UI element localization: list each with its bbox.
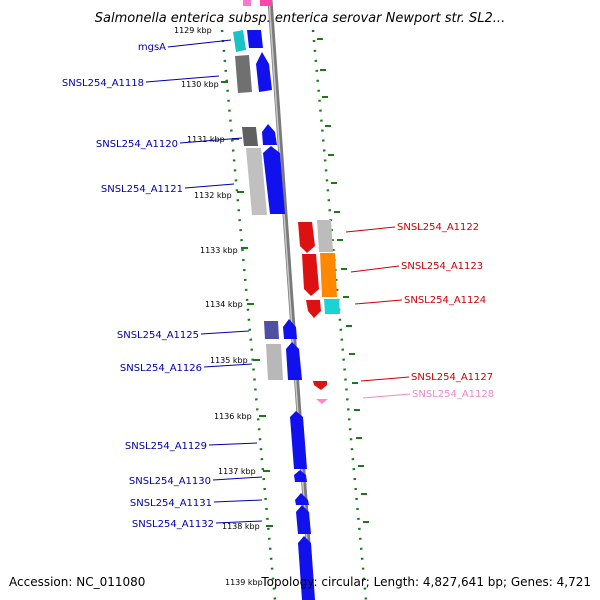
gene-label-SNSL254_A1118[interactable]: SNSL254_A1118 bbox=[62, 78, 144, 89]
ruler-right bbox=[311, 29, 368, 600]
gene-SNSL254_A1126[interactable] bbox=[266, 342, 302, 380]
gene-SNSL254_A1127[interactable] bbox=[313, 381, 327, 390]
gene-SNSL254_A1125[interactable] bbox=[264, 319, 297, 339]
tick-label: 1133 kbp bbox=[200, 246, 238, 255]
leader-lines-left bbox=[145, 39, 263, 524]
gene-SNSL254_A1123[interactable] bbox=[302, 253, 337, 297]
gene-SNSL254_A1124[interactable] bbox=[306, 299, 340, 318]
leader-lines-right bbox=[345, 226, 411, 399]
gene-SNSL254_A1131[interactable] bbox=[295, 493, 309, 505]
tick-label: 1129 kbp bbox=[174, 26, 212, 35]
topology-text: Topology: circular; Length: 4,827,641 bp… bbox=[260, 575, 591, 589]
tick-label: 1131 kbp bbox=[187, 135, 225, 144]
gene-label-SNSL254_A1130[interactable]: SNSL254_A1130 bbox=[129, 476, 211, 487]
gene-partial-bottom[interactable] bbox=[298, 536, 315, 600]
map-title: Salmonella enterica subsp. enterica sero… bbox=[95, 11, 505, 26]
tick-labels: 1129 kbp 1130 kbp 1131 kbp 1132 kbp 1133… bbox=[174, 26, 263, 587]
tick-label: 1135 kbp bbox=[210, 356, 248, 365]
gene-label-mgsA[interactable]: mgsA bbox=[138, 42, 166, 53]
tick-label: 1134 kbp bbox=[205, 300, 243, 309]
tick-label: 1138 kbp bbox=[222, 522, 260, 531]
gene-label-SNSL254_A1127[interactable]: SNSL254_A1127 bbox=[411, 372, 493, 383]
gene-SNSL254_A1129[interactable] bbox=[290, 411, 307, 469]
accession-text: Accession: NC_011080 bbox=[9, 575, 145, 589]
gene-mgsA[interactable] bbox=[233, 30, 263, 52]
gene-SNSL254_A1118[interactable] bbox=[235, 52, 272, 93]
gene-SNSL254_A1132[interactable] bbox=[296, 505, 311, 534]
gene-label-SNSL254_A1129[interactable]: SNSL254_A1129 bbox=[125, 441, 207, 452]
gene-label-SNSL254_A1128[interactable]: SNSL254_A1128 bbox=[412, 389, 494, 400]
gene-partial-top[interactable] bbox=[243, 0, 272, 6]
gene-labels-left: mgsA SNSL254_A1118 SNSL254_A1120 SNSL254… bbox=[62, 42, 214, 530]
gene-label-SNSL254_A1132[interactable]: SNSL254_A1132 bbox=[132, 519, 214, 530]
ruler-left bbox=[220, 29, 277, 600]
tick-label: 1137 kbp bbox=[218, 467, 256, 476]
tick-label: 1136 kbp bbox=[214, 412, 252, 421]
gene-SNSL254_A1130[interactable] bbox=[294, 470, 307, 482]
gene-label-SNSL254_A1122[interactable]: SNSL254_A1122 bbox=[397, 222, 479, 233]
ruler-right-major-ticks bbox=[317, 38, 369, 523]
gene-label-SNSL254_A1121[interactable]: SNSL254_A1121 bbox=[101, 184, 183, 195]
gene-label-SNSL254_A1131[interactable]: SNSL254_A1131 bbox=[130, 498, 212, 509]
gene-SNSL254_A1120[interactable] bbox=[242, 124, 277, 146]
tick-label: 1132 kbp bbox=[194, 191, 232, 200]
gene-label-SNSL254_A1126[interactable]: SNSL254_A1126 bbox=[120, 363, 202, 374]
gene-label-SNSL254_A1125[interactable]: SNSL254_A1125 bbox=[117, 330, 199, 341]
gene-labels-right: SNSL254_A1122 SNSL254_A1123 SNSL254_A112… bbox=[397, 222, 494, 400]
gene-SNSL254_A1121[interactable] bbox=[246, 146, 285, 215]
gene-label-SNSL254_A1123[interactable]: SNSL254_A1123 bbox=[401, 261, 483, 272]
tick-label: 1130 kbp bbox=[181, 80, 219, 89]
gene-SNSL254_A1122[interactable] bbox=[298, 220, 333, 253]
gene-label-SNSL254_A1120[interactable]: SNSL254_A1120 bbox=[96, 139, 178, 150]
gene-SNSL254_A1128[interactable] bbox=[316, 399, 328, 404]
gene-label-SNSL254_A1124[interactable]: SNSL254_A1124 bbox=[404, 295, 486, 306]
tick-label: 1139 kbp bbox=[225, 578, 263, 587]
